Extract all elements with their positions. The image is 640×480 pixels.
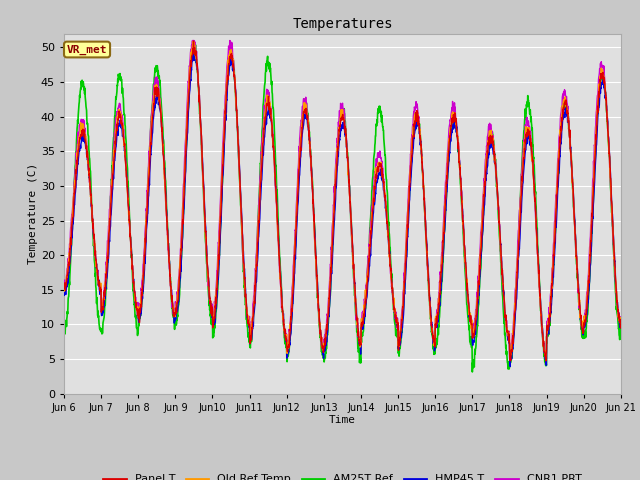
Legend: Panel T, Old Ref Temp, AM25T Ref, HMP45 T, CNR1 PRT: Panel T, Old Ref Temp, AM25T Ref, HMP45 … xyxy=(99,470,586,480)
Text: VR_met: VR_met xyxy=(67,44,108,55)
X-axis label: Time: Time xyxy=(329,415,356,425)
Y-axis label: Temperature (C): Temperature (C) xyxy=(28,163,38,264)
Title: Temperatures: Temperatures xyxy=(292,17,393,31)
